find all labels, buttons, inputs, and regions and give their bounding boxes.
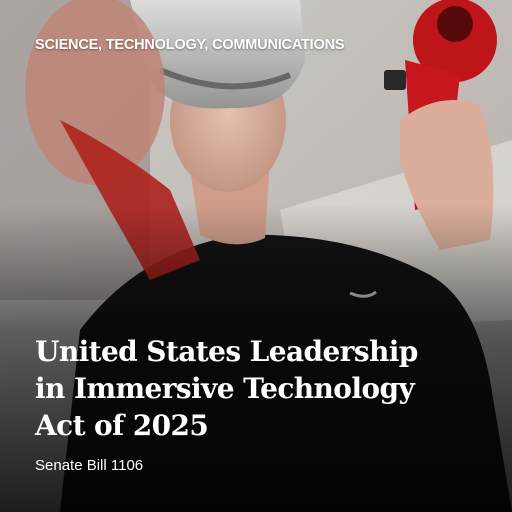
category-label: SCIENCE, TECHNOLOGY, COMMUNICATIONS: [35, 37, 345, 53]
bill-title: United States Leadership in Immersive Te…: [35, 333, 495, 444]
bill-title-line: United States Leadership: [35, 335, 418, 368]
bill-title-line: in Immersive Technology: [35, 372, 415, 405]
bill-number: Senate Bill 1106: [35, 457, 144, 474]
bill-title-line: Act of 2025: [35, 409, 209, 442]
